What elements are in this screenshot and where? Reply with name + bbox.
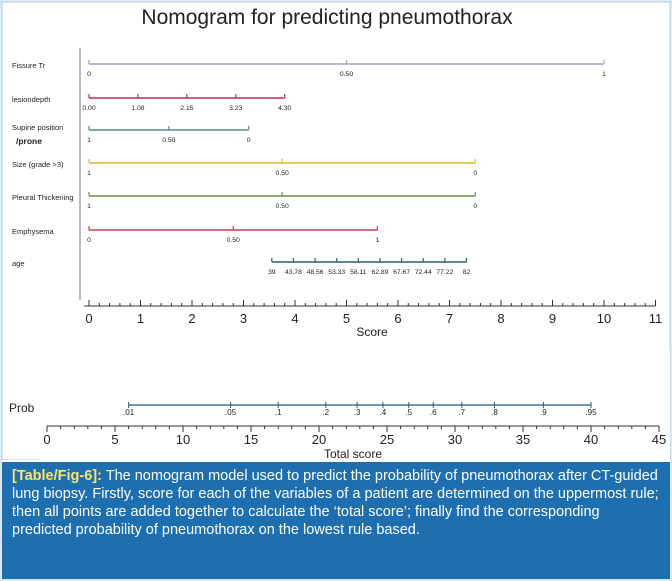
score-tick-label: 11 bbox=[649, 311, 663, 326]
variable-rule-3: Size (grade >3) 1 0.50 0 bbox=[12, 159, 477, 177]
prob-tick-label: .05 bbox=[225, 408, 237, 417]
total-tick-label: 15 bbox=[244, 432, 258, 447]
variable-tick-label: 1.08 bbox=[131, 105, 144, 112]
variable-tick-label: 53.33 bbox=[328, 269, 345, 276]
total-tick-label: 5 bbox=[111, 432, 118, 447]
variable-rule-4: Pleural Thickening 1 0.50 0 bbox=[12, 192, 477, 210]
variable-tick-label: 58.11 bbox=[350, 269, 367, 276]
variable-tick-label: 0 bbox=[247, 137, 251, 144]
prob-tick-label: .9 bbox=[540, 408, 547, 417]
total-tick-label: 45 bbox=[652, 432, 666, 447]
variable-tick-label: 82 bbox=[463, 269, 471, 276]
prob-tick-label: .4 bbox=[380, 408, 387, 417]
variable-tick-label: 0 bbox=[87, 237, 91, 244]
total-tick-label: 10 bbox=[176, 432, 190, 447]
score-tick-label: 6 bbox=[394, 311, 401, 326]
score-tick-label: 1 bbox=[137, 311, 144, 326]
variable-label: Fissure Tr bbox=[12, 61, 46, 70]
chart-title: Nomogram for predicting pneumothorax bbox=[141, 6, 513, 29]
caption-text: The nomogram model used to predict the p… bbox=[12, 468, 659, 538]
prob-label: Prob bbox=[9, 401, 35, 415]
variable-tick-label: 1 bbox=[376, 237, 380, 244]
prob-tick-label: .01 bbox=[123, 408, 135, 417]
variable-rules: Fissure Tr 0 0.50 1 lesiondepth 0.00 1.08 2.15 3… bbox=[12, 60, 606, 276]
variable-tick-label: 39 bbox=[268, 269, 276, 276]
variable-label: /prone bbox=[16, 136, 42, 146]
variable-rule-6: age 39 43.78 48.56 53.33 58.11 62.89 67.67 72.44… bbox=[12, 258, 470, 276]
figure-caption: [Table/Fig-6]: The nomogram model used t… bbox=[2, 460, 670, 579]
prob-tick-label: .3 bbox=[354, 408, 361, 417]
prob-tick-label: .2 bbox=[322, 408, 329, 417]
variable-label: Emphysema bbox=[12, 227, 55, 236]
variable-tick-label: 0.50 bbox=[276, 170, 289, 177]
variable-tick-label: 4.30 bbox=[278, 105, 291, 112]
prob-tick-label: .95 bbox=[585, 408, 597, 417]
variable-tick-label: 0 bbox=[87, 71, 91, 78]
variable-tick-label: 1 bbox=[87, 203, 91, 210]
variable-tick-label: 0.50 bbox=[162, 137, 175, 144]
variable-tick-label: 0 bbox=[473, 170, 477, 177]
score-tick-label: 5 bbox=[343, 311, 350, 326]
variable-tick-label: 48.56 bbox=[307, 269, 324, 276]
caption-lead: [Table/Fig-6]: bbox=[12, 468, 102, 484]
variable-label: Size (grade >3) bbox=[12, 160, 64, 169]
variable-tick-label: 43.78 bbox=[285, 269, 302, 276]
variable-tick-label: 0.50 bbox=[276, 203, 289, 210]
variable-rule-0: Fissure Tr 0 0.50 1 bbox=[12, 60, 606, 78]
total-tick-label: 35 bbox=[516, 432, 530, 447]
score-tick-label: 2 bbox=[188, 311, 195, 326]
score-tick-label: 4 bbox=[291, 311, 298, 326]
variable-tick-label: 1 bbox=[87, 137, 91, 144]
prob-tick-label: .1 bbox=[275, 408, 282, 417]
variable-rule-2: Supine position/prone 1 0.50 0 bbox=[12, 123, 251, 146]
score-tick-label: 8 bbox=[497, 311, 504, 326]
score-axis-label: Score bbox=[356, 325, 388, 339]
score-tick-label: 9 bbox=[549, 311, 556, 326]
variable-label: lesiondepth bbox=[12, 95, 50, 104]
total-tick-label: 25 bbox=[380, 432, 394, 447]
variable-tick-label: 67.67 bbox=[393, 269, 410, 276]
prob-tick-label: .8 bbox=[491, 408, 498, 417]
variable-tick-label: 0.50 bbox=[340, 71, 353, 78]
variable-tick-label: 3.23 bbox=[229, 105, 242, 112]
variable-label: Pleural Thickening bbox=[12, 193, 74, 202]
probability-rule: Prob .01 .05 .1 .2 .3 .4 .5 .6 .7 .8 .9 .95 bbox=[9, 401, 597, 417]
total-score-axis: 0 5 10 15 20 25 30 35 40 45 Total score bbox=[43, 425, 666, 461]
variable-tick-label: 2.15 bbox=[180, 105, 193, 112]
variable-tick-label: 1 bbox=[87, 170, 91, 177]
score-tick-label: 3 bbox=[240, 311, 247, 326]
variable-rule-5: Emphysema 0 0.50 1 bbox=[12, 226, 380, 244]
variable-tick-label: 0.00 bbox=[82, 105, 95, 112]
variable-label: Supine position bbox=[12, 123, 63, 132]
score-tick-label: 7 bbox=[446, 311, 453, 326]
variable-tick-label: 77.22 bbox=[436, 269, 453, 276]
prob-tick-label: .6 bbox=[430, 408, 437, 417]
total-tick-label: 0 bbox=[43, 432, 50, 447]
total-tick-label: 30 bbox=[448, 432, 462, 447]
variable-label: age bbox=[12, 259, 25, 268]
prob-tick-label: .5 bbox=[405, 408, 412, 417]
total-axis-label: Total score bbox=[324, 447, 382, 461]
total-tick-label: 40 bbox=[584, 432, 598, 447]
score-tick-label: 10 bbox=[597, 311, 611, 326]
score-tick-label: 0 bbox=[85, 311, 92, 326]
variable-tick-label: 72.44 bbox=[415, 269, 432, 276]
total-tick-label: 20 bbox=[312, 432, 326, 447]
variable-tick-label: 0 bbox=[473, 203, 477, 210]
variable-tick-label: 0.50 bbox=[227, 237, 240, 244]
variable-tick-label: 62.89 bbox=[371, 269, 388, 276]
variable-tick-label: 1 bbox=[602, 71, 606, 78]
variable-rule-1: lesiondepth 0.00 1.08 2.15 3.23 4.30 bbox=[12, 94, 292, 112]
prob-tick-label: .7 bbox=[458, 408, 465, 417]
